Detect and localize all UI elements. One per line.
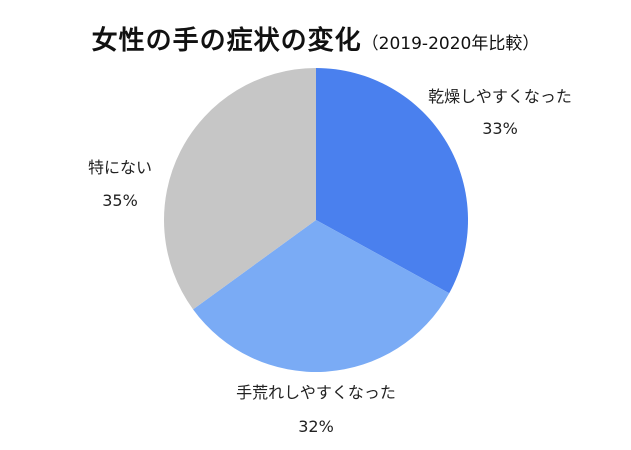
pie-slice-label-3: 特にない [88,158,152,177]
pie-labels: 乾燥しやすくなった 33% 手荒れしやすくなった 32% 特にない 35% [88,87,572,436]
chart-subtitle: （2019-2020年比較） [361,34,540,54]
chart-title-main: 女性の手の症状の変化 [91,26,362,56]
pie-slice-value-2: 32% [298,417,334,436]
pie-slice-label-1: 乾燥しやすくなった [428,87,572,106]
chart-title: 女性の手の症状の変化（2019-2020年比較） [0,20,631,57]
pie-slice-label-2: 手荒れしやすくなった [236,383,396,402]
pie-slices [164,68,469,373]
pie-slice-3 [164,68,316,310]
pie-slice-1 [316,68,469,294]
pie-slice-value-3: 35% [102,191,138,210]
pie-slice-value-1: 33% [482,119,518,138]
pie-slice-2 [193,220,450,373]
